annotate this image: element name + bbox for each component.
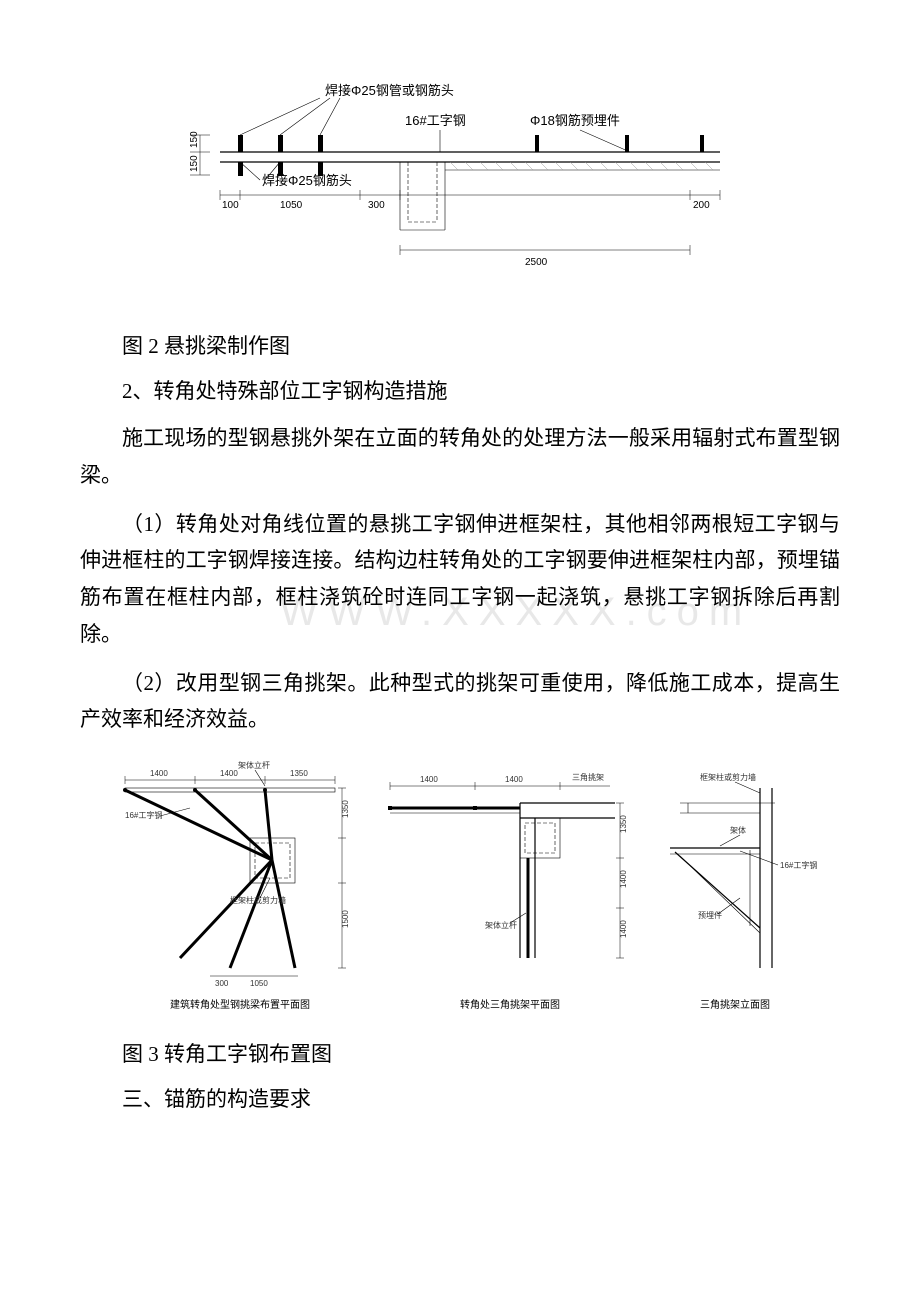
- dim-2500: 2500: [525, 257, 548, 268]
- svg-text:300: 300: [215, 979, 229, 988]
- sub-caption-right: 三角挑架立面图: [700, 998, 770, 1011]
- section-2-para-3: （2）改用型钢三角挑架。此种型式的挑架可重使用，降低施工成本，提高生产效率和经济…: [80, 665, 840, 739]
- column-label-right: 框架柱或剪力墙: [700, 772, 756, 782]
- subfig-right: 框架柱或剪力墙 架体 16#工字钢: [670, 772, 817, 968]
- svg-text:1400: 1400: [420, 775, 438, 784]
- rebar-embed-label: Φ18钢筋预埋件: [530, 113, 620, 128]
- section-2-para-1: 施工现场的型钢悬挑外架在立面的转角处的处理方法一般采用辐射式布置型钢梁。: [80, 420, 840, 494]
- svg-text:1400: 1400: [150, 769, 168, 778]
- ibeam-label: 16#工字钢: [405, 113, 466, 128]
- section-3-title: 三、锚筋的构造要求: [80, 1083, 840, 1113]
- svg-text:1400: 1400: [220, 769, 238, 778]
- subfig-mid: 1400 1400 三角挑架: [388, 772, 628, 958]
- svg-text:1050: 1050: [250, 979, 268, 988]
- sub-caption-mid: 转角处三角挑架平面图: [460, 998, 560, 1011]
- figure-2-caption: 图 3 转角工字钢布置图: [80, 1038, 840, 1068]
- figure-2-container: 1400 1400 1350 架体立杆: [80, 758, 840, 1018]
- dim-200: 200: [693, 200, 710, 211]
- svg-text:1400: 1400: [619, 870, 628, 888]
- svg-text:1400: 1400: [505, 775, 523, 784]
- top-weld-label: 焊接Φ25钢管或钢筋头: [325, 83, 454, 98]
- dim-1050: 1050: [280, 200, 303, 211]
- sub-caption-left: 建筑转角处型钢挑梁布置平面图: [170, 998, 310, 1011]
- section-2-para-2: （1）转角处对角线位置的悬挑工字钢伸进框架柱，其他相邻两根短工字钢与伸进框柱的工…: [80, 506, 840, 653]
- column-label-left: 框架柱或剪力墙: [230, 895, 286, 905]
- pole-label: 架体立杆: [238, 760, 270, 770]
- dim-150-bot: 150: [189, 155, 200, 172]
- svg-text:1350: 1350: [290, 769, 308, 778]
- embed-label: 预埋件: [698, 910, 722, 920]
- svg-text:1400: 1400: [619, 920, 628, 938]
- subfig-left: 1400 1400 1350 架体立杆: [123, 760, 350, 988]
- dim-150-top: 150: [189, 131, 200, 148]
- figure-2-diagram: 1400 1400 1350 架体立杆: [80, 758, 840, 1018]
- svg-text:1500: 1500: [341, 910, 350, 928]
- dim-300: 300: [368, 200, 385, 211]
- figure-1-caption: 图 2 悬挑梁制作图: [80, 330, 840, 360]
- ibeam-label-right: 16#工字钢: [780, 860, 817, 870]
- bottom-weld-label: 焊接Φ25钢筋头: [262, 173, 352, 188]
- figure-1-container: 焊接Φ25钢管或钢筋头 16#工字钢 Φ18钢筋预埋件: [80, 80, 840, 300]
- dim-100: 100: [222, 200, 239, 211]
- section-2-title: 2、转角处特殊部位工字钢构造措施: [80, 375, 840, 405]
- body-label: 架体: [730, 825, 746, 835]
- figure-1-diagram: 焊接Φ25钢管或钢筋头 16#工字钢 Φ18钢筋预埋件: [180, 80, 740, 300]
- svg-text:1350: 1350: [341, 800, 350, 818]
- ibeam-label-left: 16#工字钢: [125, 810, 162, 820]
- svg-text:1350: 1350: [619, 815, 628, 833]
- triangle-frame-label: 三角挑架: [572, 772, 604, 782]
